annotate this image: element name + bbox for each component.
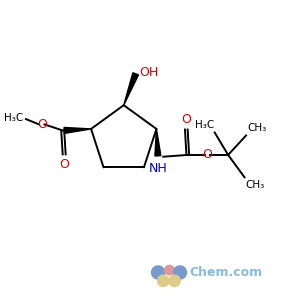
Text: CH₃: CH₃ xyxy=(245,180,265,190)
Circle shape xyxy=(165,265,174,275)
Circle shape xyxy=(169,275,180,286)
Polygon shape xyxy=(124,73,139,105)
Text: Chem.com: Chem.com xyxy=(190,266,262,279)
Circle shape xyxy=(173,266,187,279)
Text: NH: NH xyxy=(148,162,167,175)
Text: H₃C: H₃C xyxy=(4,113,24,123)
Polygon shape xyxy=(155,129,161,156)
Text: O: O xyxy=(59,158,69,171)
Text: CH₃: CH₃ xyxy=(247,122,266,133)
Circle shape xyxy=(158,275,169,286)
Text: H₃C: H₃C xyxy=(194,119,214,130)
Text: O: O xyxy=(202,148,212,161)
Polygon shape xyxy=(64,128,91,134)
Text: O: O xyxy=(37,118,47,131)
Text: OH: OH xyxy=(139,66,158,80)
Circle shape xyxy=(152,266,165,279)
Text: O: O xyxy=(182,113,191,126)
